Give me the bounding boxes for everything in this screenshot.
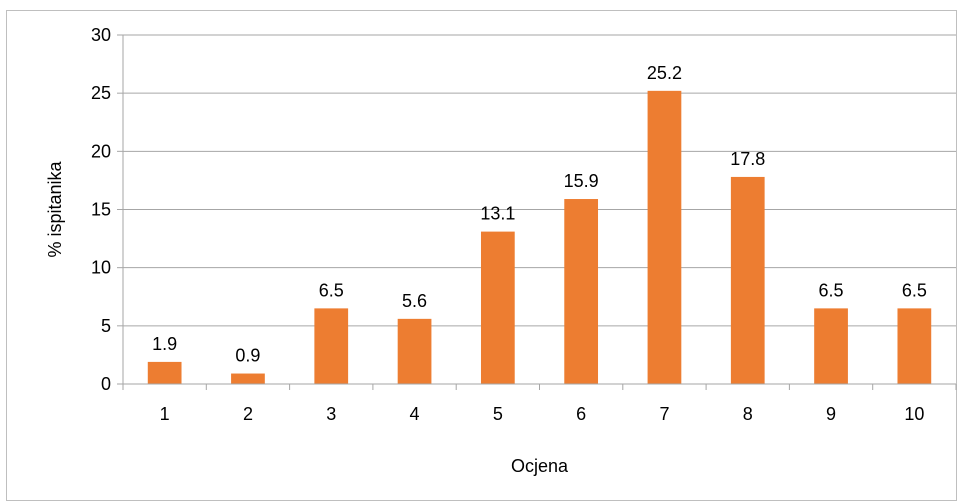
y-tick-label: 20 [91,141,111,161]
axes [117,34,957,390]
bars [147,90,932,384]
y-axis-title: % ispitanika [45,160,65,257]
data-label-6: 15.9 [564,171,599,191]
x-tick-label-8: 8 [743,404,753,424]
labels: 0 5 10 15 20 25 30 1.9 1 0.9 2 6.5 3 5.6 4 13.1 5 15.9 6 25… [91,25,927,424]
y-tick-label: 25 [91,83,111,103]
bar-chart: 0 5 10 15 20 25 30 1.9 1 0.9 2 6.5 3 5.6 4 13.1 5 15.9 6 25… [45,25,957,476]
y-tick-label: 0 [101,374,111,394]
x-tick-label-4: 4 [410,404,420,424]
bar-6 [564,199,599,384]
data-label-2: 0.9 [235,346,260,366]
bar-10 [897,308,932,384]
chart-area: 0 5 10 15 20 25 30 1.9 1 0.9 2 6.5 3 5.6 4 13.1 5 15.9 6 25… [6,10,957,501]
x-axis-title: Ocjena [511,456,569,476]
x-tick-label-2: 2 [243,404,253,424]
bar-5 [480,231,515,384]
x-tick-label-5: 5 [493,404,503,424]
y-tick-label: 30 [91,25,111,45]
data-label-10: 6.5 [902,280,927,300]
y-tick-label: 15 [91,200,111,220]
bar-4 [397,318,432,384]
x-tick-label-10: 10 [904,404,924,424]
x-tick-label-9: 9 [826,404,836,424]
data-label-9: 6.5 [819,280,844,300]
x-tick-label-1: 1 [160,404,170,424]
data-label-1: 1.9 [152,334,177,354]
y-tick-label: 5 [101,316,111,336]
x-tick-label-3: 3 [326,404,336,424]
data-label-5: 13.1 [480,204,515,224]
data-label-7: 25.2 [647,63,682,83]
bar-3 [314,308,349,384]
data-label-3: 6.5 [319,280,344,300]
data-label-4: 5.6 [402,291,427,311]
bar-1 [147,361,182,384]
data-label-8: 17.8 [730,149,765,169]
bar-7 [647,90,682,384]
x-tick-label-7: 7 [659,404,669,424]
bar-8 [730,176,765,384]
bar-2 [231,373,265,384]
bar-9 [814,308,848,384]
x-tick-label-6: 6 [576,404,586,424]
y-tick-label: 10 [91,258,111,278]
